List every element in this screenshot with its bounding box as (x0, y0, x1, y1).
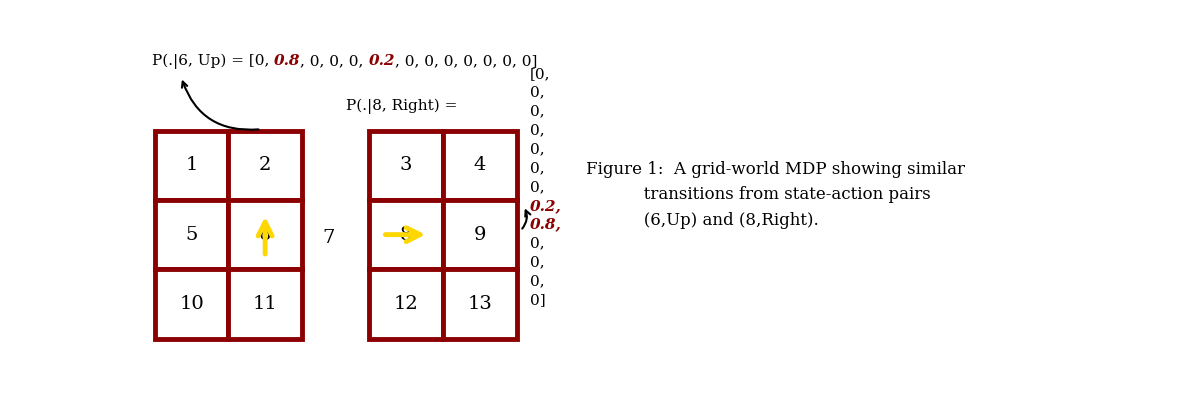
Text: 6: 6 (259, 226, 271, 244)
Bar (154, 269, 228, 339)
Text: 0,: 0, (530, 142, 544, 156)
Text: 2: 2 (259, 156, 271, 174)
Text: P(.|6, Up) = [0,: P(.|6, Up) = [0, (152, 54, 274, 69)
Bar (369, 269, 443, 339)
Text: 0,: 0, (530, 105, 544, 118)
Text: 12: 12 (393, 295, 418, 313)
Text: [0,: [0, (530, 67, 550, 81)
Text: 0,: 0, (530, 161, 544, 175)
Bar (443, 200, 517, 269)
Text: 0,: 0, (530, 86, 544, 99)
Text: 9: 9 (474, 226, 486, 244)
Bar (443, 131, 517, 200)
Bar (443, 269, 517, 339)
Text: 4: 4 (474, 156, 486, 174)
Text: 10: 10 (179, 295, 204, 313)
Text: 13: 13 (467, 295, 492, 313)
Text: 0,: 0, (530, 255, 544, 269)
Bar (228, 200, 302, 269)
Bar (228, 269, 302, 339)
Text: 0]: 0] (530, 293, 545, 307)
Text: 7: 7 (323, 229, 335, 247)
Bar (369, 200, 443, 269)
Bar (154, 200, 228, 269)
Text: 0.8,: 0.8, (530, 218, 562, 232)
Text: 11: 11 (253, 295, 278, 313)
Text: 8: 8 (400, 226, 412, 244)
Text: 0.2: 0.2 (368, 54, 396, 69)
Text: P(.|8, Right) =: P(.|8, Right) = (346, 98, 457, 114)
Bar (369, 131, 443, 200)
Text: , 0, 0, 0, 0, 0, 0, 0]: , 0, 0, 0, 0, 0, 0, 0] (396, 54, 537, 69)
Bar (228, 131, 302, 200)
Text: 0,: 0, (530, 274, 544, 288)
Text: 3: 3 (400, 156, 412, 174)
Text: , 0, 0, 0,: , 0, 0, 0, (301, 54, 368, 69)
Bar (154, 131, 228, 200)
Text: 5: 5 (185, 226, 197, 244)
Text: 0.8: 0.8 (274, 54, 301, 69)
Text: Figure 1:  A grid-world MDP showing similar
           transitions from state-ac: Figure 1: A grid-world MDP showing simil… (587, 161, 966, 228)
Text: 0,: 0, (530, 180, 544, 194)
Text: 0.2,: 0.2, (530, 199, 562, 213)
Text: 1: 1 (185, 156, 197, 174)
Text: 0,: 0, (530, 236, 544, 251)
Text: 0,: 0, (530, 123, 544, 137)
